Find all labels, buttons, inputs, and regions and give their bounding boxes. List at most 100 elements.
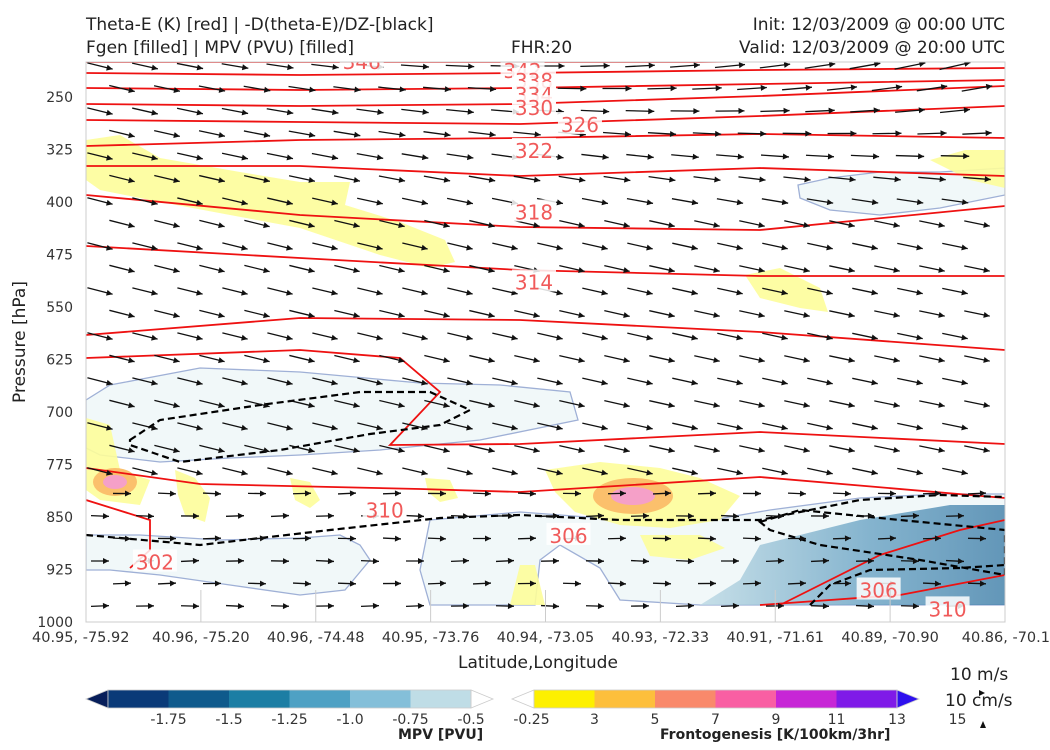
fgen-region-9 (510, 565, 545, 605)
wind-arrow (267, 377, 293, 386)
wind-arrow (784, 355, 810, 363)
wind-arrow (222, 422, 248, 431)
y-tick-label: 400 (46, 195, 73, 211)
wind-arrow (202, 535, 222, 542)
wind-arrow (942, 377, 968, 386)
theta-e-label: 322 (515, 139, 553, 163)
wind-arrow (87, 422, 113, 431)
wind-arrow (765, 513, 785, 520)
wind-arrow (447, 332, 473, 341)
wind-key-arrow-top (979, 690, 985, 696)
wind-arrow (582, 287, 608, 296)
wind-arrow (157, 580, 177, 587)
wind-arrow (739, 445, 765, 453)
wind-arrow (559, 219, 585, 228)
wind-arrow (405, 557, 425, 564)
wind-arrow (402, 422, 428, 431)
x-tick-label: 40.94, -73.05 (497, 630, 594, 646)
wind-arrow (604, 445, 630, 453)
wind-arrow (87, 152, 113, 161)
wind-arrow (423, 131, 451, 138)
wind-arrow (222, 467, 248, 476)
wind-arrow (337, 490, 357, 497)
wind-arrow (112, 490, 132, 497)
x-tick-label: 40.96, -75.20 (152, 630, 249, 646)
wind-arrow (132, 287, 158, 296)
wind-arrow (897, 467, 923, 476)
wind-arrow (87, 467, 113, 476)
wind-arrow (382, 535, 402, 542)
mpv-region-0 (86, 367, 579, 463)
wind-arrow (177, 422, 203, 431)
wind-arrow (604, 265, 630, 273)
wind-arrow (826, 84, 858, 91)
wind-arrow (922, 580, 942, 587)
wind-arrow (562, 490, 582, 497)
wind-arrow (874, 445, 900, 453)
wind-arrow (607, 580, 627, 587)
fgen-colorbar-segment (594, 690, 656, 708)
wind-arrow (288, 130, 316, 138)
wind-arrow (202, 490, 222, 497)
wind-arrow (405, 602, 425, 609)
wind-arrow (964, 400, 990, 408)
wind-arrow (967, 535, 987, 542)
wind-arrow (513, 175, 541, 183)
wind-arrow (109, 399, 135, 409)
wind-arrow (289, 264, 315, 274)
wind-arrow (855, 512, 875, 519)
wind-arrow (132, 422, 158, 431)
wind-arrow (517, 535, 537, 542)
wind-arrow (225, 557, 245, 564)
wind-arrow (540, 603, 560, 610)
wind-arrow (447, 467, 473, 476)
wind-arrow (919, 265, 945, 273)
y-tick-label: 775 (46, 458, 73, 474)
wind-arrow (939, 107, 971, 114)
wind-arrow (514, 354, 540, 363)
wind-arrow (514, 444, 540, 453)
wind-arrow (917, 130, 947, 137)
wind-arrow (918, 176, 946, 183)
theta-e-label-bg (925, 596, 970, 619)
wind-arrow (199, 309, 225, 319)
wind-arrow (559, 354, 585, 363)
wind-arrow (582, 377, 608, 386)
wind-arrow (468, 175, 496, 183)
wind-arrow (154, 129, 180, 139)
wind-arrow (311, 63, 339, 70)
theta-e-label: 302 (136, 551, 174, 575)
wind-arrow (446, 197, 474, 206)
wind-arrow (652, 580, 672, 587)
wind-arrow (423, 86, 451, 93)
wind-arrow (199, 174, 225, 184)
wind-arrow (176, 107, 204, 116)
wind-arrow (649, 400, 675, 408)
wind-arrow (270, 512, 290, 519)
wind-arrow (849, 62, 881, 70)
wind-arrow (401, 197, 429, 206)
wind-arrow (225, 512, 245, 519)
wind-arrow (765, 557, 785, 564)
wind-arrow (742, 580, 762, 587)
wind-arrow (807, 242, 833, 251)
wind-arrow (427, 490, 447, 497)
wind-arrow (942, 422, 968, 431)
wind-arrow (945, 558, 965, 565)
wind-arrow (202, 580, 222, 587)
wind-arrow (581, 153, 609, 160)
wind-arrow (537, 332, 563, 341)
wind-arrow (540, 512, 560, 519)
wind-arrow (877, 535, 897, 542)
wind-arrow (693, 176, 721, 183)
wind-arrow (894, 62, 926, 70)
wind-arrow (334, 219, 360, 229)
wind-arrow (153, 85, 181, 93)
wind-arrow (180, 557, 200, 564)
mpv-colorbar-segment (168, 690, 230, 708)
wind-arrow (447, 422, 473, 431)
wind-arrow (630, 602, 650, 609)
wind-arrow (581, 197, 609, 206)
wind-arrow (222, 332, 248, 341)
theta-e-label: 314 (515, 271, 553, 295)
